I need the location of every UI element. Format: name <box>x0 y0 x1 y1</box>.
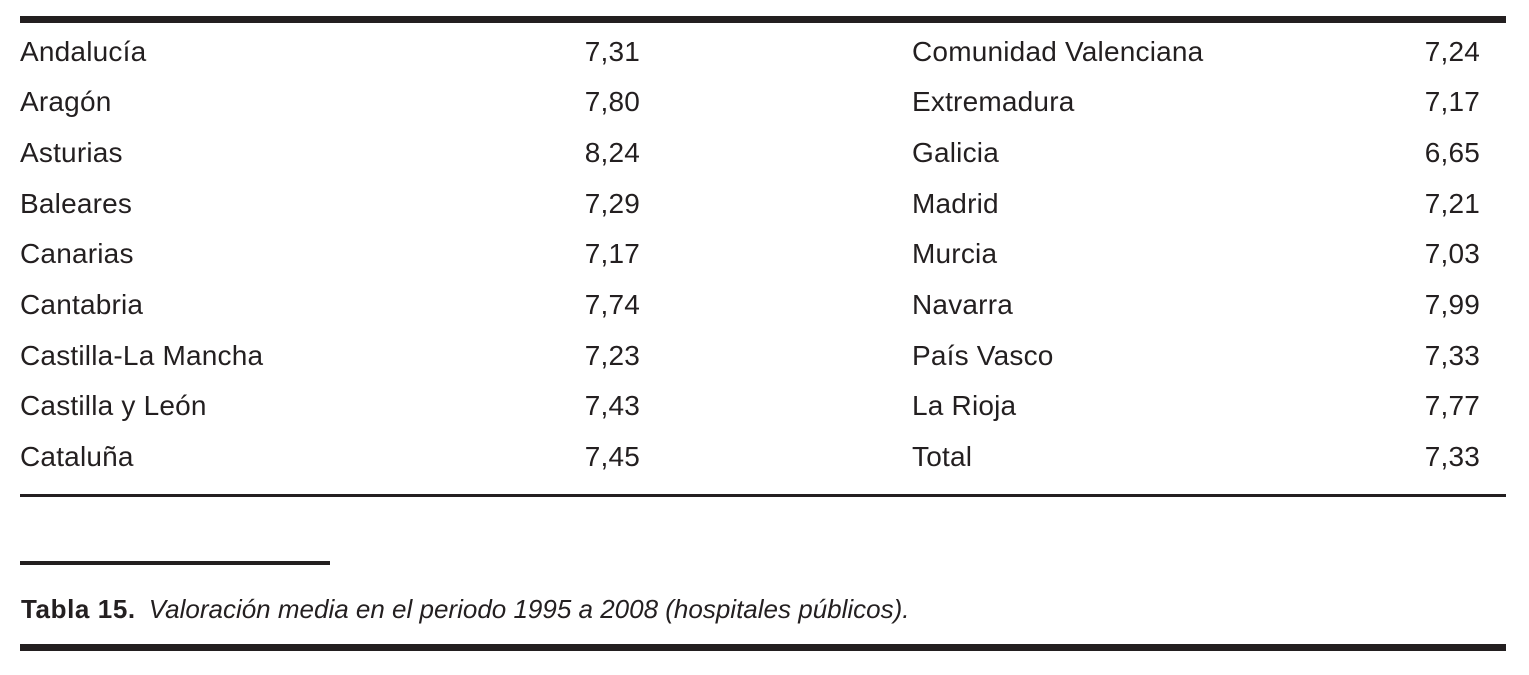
table-top-rule <box>20 16 1506 23</box>
region-name-right: Extremadura <box>912 86 1075 118</box>
region-name-left: Castilla-La Mancha <box>20 339 264 371</box>
region-name-right: País Vasco <box>912 339 1054 371</box>
region-value-right: 7,03 <box>1424 238 1480 270</box>
region-name-left: Canarias <box>20 238 134 270</box>
table-row: Cataluña 7,45 Total 7,33 <box>20 432 1506 483</box>
region-name-left: Cataluña <box>20 441 134 473</box>
table-row: Andalucía 7,31 Comunidad Valenciana 7,24 <box>20 27 1506 78</box>
region-value-right: 7,99 <box>1424 289 1480 321</box>
region-name-right: La Rioja <box>912 390 1017 422</box>
region-value-left: 7,74 <box>584 289 640 321</box>
region-value-right: 7,21 <box>1424 187 1480 219</box>
region-name-left: Castilla y León <box>20 390 207 422</box>
region-name-right: Navarra <box>912 289 1013 321</box>
table-caption: Tabla 15. Valoración media en el periodo … <box>21 594 910 625</box>
region-name-left: Cantabria <box>20 289 144 321</box>
region-name-right: Murcia <box>912 238 998 270</box>
page-bottom-rule <box>20 644 1506 651</box>
region-value-left: 7,29 <box>584 187 640 219</box>
table-row: Castilla y León 7,43 La Rioja 7,77 <box>20 381 1506 432</box>
region-name-left: Baleares <box>20 187 133 219</box>
region-value-left: 7,23 <box>584 339 640 371</box>
region-value-left: 7,31 <box>584 35 640 67</box>
region-value-left: 7,80 <box>584 86 640 118</box>
region-value-right: 7,17 <box>1424 86 1480 118</box>
table-row: Asturias 8,24 Galicia 6,65 <box>20 128 1506 179</box>
region-name-left: Aragón <box>20 86 112 118</box>
region-value-left: 7,45 <box>584 441 640 473</box>
table-row: Castilla-La Mancha 7,23 País Vasco 7,33 <box>20 331 1506 382</box>
region-value-left: 7,43 <box>584 390 640 422</box>
region-value-left: 8,24 <box>584 136 640 168</box>
region-value-right: 7,24 <box>1424 35 1480 67</box>
ratings-table: Andalucía 7,31 Comunidad Valenciana 7,24… <box>20 27 1506 483</box>
region-value-right: 7,33 <box>1424 441 1480 473</box>
table-row: Baleares 7,29 Madrid 7,21 <box>20 179 1506 230</box>
table-caption-label: Tabla 15. <box>21 594 136 624</box>
region-value-right: 7,33 <box>1424 339 1480 371</box>
region-name-right: Galicia <box>912 136 999 168</box>
region-name-right: Madrid <box>912 187 999 219</box>
table-row: Canarias 7,17 Murcia 7,03 <box>20 229 1506 280</box>
region-name-left: Andalucía <box>20 35 147 67</box>
region-name-right: Total <box>912 441 973 473</box>
region-name-left: Asturias <box>20 136 123 168</box>
region-value-right: 7,77 <box>1424 390 1480 422</box>
table-caption-text: Valoración media en el periodo 1995 a 20… <box>148 594 910 624</box>
table-row: Aragón 7,80 Extremadura 7,17 <box>20 77 1506 128</box>
caption-separator-rule <box>20 561 330 565</box>
region-value-left: 7,17 <box>584 238 640 270</box>
region-value-right: 6,65 <box>1424 136 1480 168</box>
region-name-right: Comunidad Valenciana <box>912 35 1204 67</box>
table-bottom-rule <box>20 494 1506 497</box>
table-row: Cantabria 7,74 Navarra 7,99 <box>20 280 1506 331</box>
